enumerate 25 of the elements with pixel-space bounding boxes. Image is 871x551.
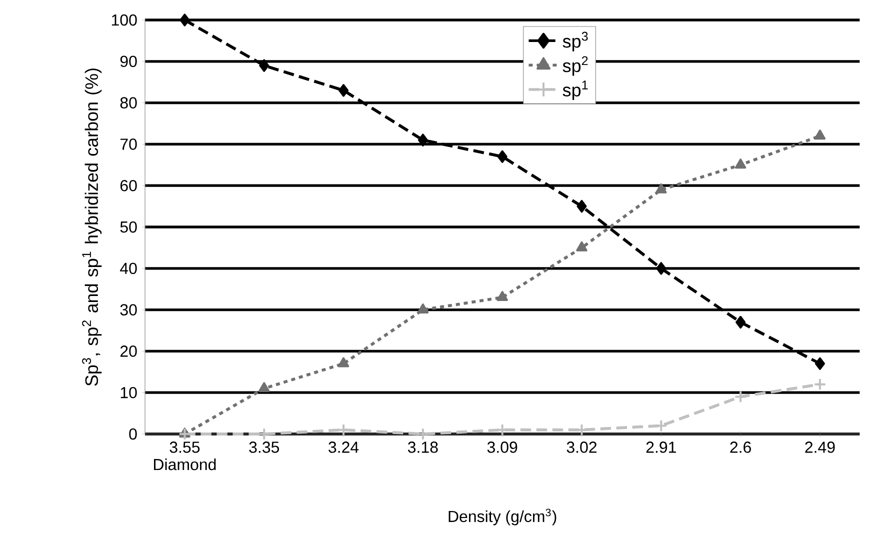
- y-tick-label: 60: [120, 180, 137, 192]
- y-tick-label: 10: [120, 386, 137, 398]
- x-tick-label: 3.09: [487, 442, 518, 453]
- y-tick-label: 50: [120, 221, 137, 233]
- x-tick-label: 3.02: [566, 442, 597, 453]
- y-tick-label: 0: [129, 428, 137, 440]
- x-tick-label: 2.91: [646, 442, 676, 453]
- legend-label: sp$^{1}$: [562, 80, 588, 100]
- y-tick-label: 40: [120, 262, 137, 274]
- y-tick-label: 100: [112, 14, 137, 26]
- x-tick-label: 2.49: [805, 442, 835, 453]
- legend-label: sp$^{2}$: [562, 56, 588, 76]
- legend-label: sp$^{3}$: [562, 32, 588, 52]
- y-tick-label: 90: [120, 56, 137, 68]
- x-tick-label: 2.6: [730, 442, 751, 453]
- y-tick-label: 70: [120, 138, 137, 150]
- x-tick-label: 3.18: [408, 442, 438, 453]
- x-tick-label: 3.35: [249, 442, 279, 453]
- x-axis-title: Density (g/cm$^{3}$): [448, 508, 556, 526]
- x-tick-label: 3.24: [328, 442, 359, 453]
- y-tick-label: 80: [120, 97, 137, 108]
- x-tick-label: 3.55 Diamond: [154, 442, 216, 470]
- y-tick-label: 20: [120, 346, 137, 357]
- y-tick-label: 30: [120, 304, 137, 316]
- y-axis-title: Sp$^{3}$, sp$^{2}$ and sp$^{1}$ hybridized carbon (%): [82, 68, 102, 386]
